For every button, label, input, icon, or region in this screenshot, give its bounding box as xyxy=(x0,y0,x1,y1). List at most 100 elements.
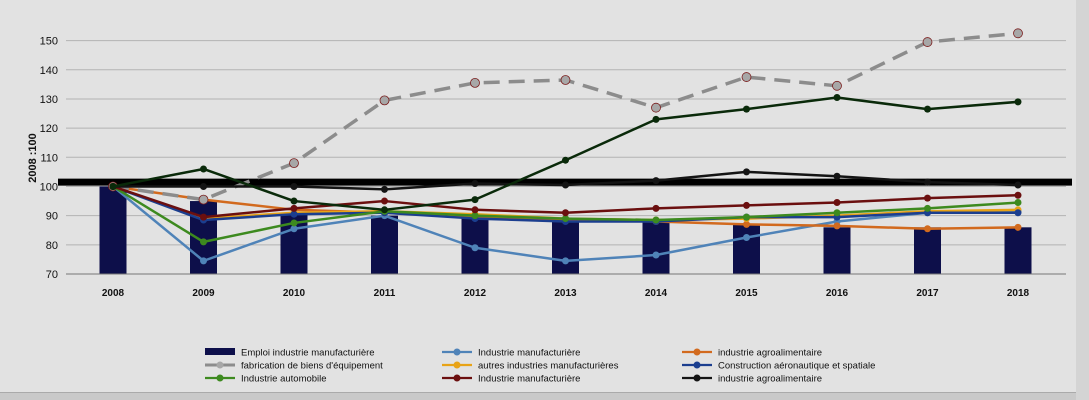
data-point xyxy=(833,209,841,217)
x-tick-label: 2017 xyxy=(916,288,939,299)
data-point xyxy=(200,238,207,246)
data-point xyxy=(743,201,750,209)
legend-marker xyxy=(453,348,461,356)
data-point xyxy=(743,168,750,176)
data-point xyxy=(652,204,660,212)
scrollbar-track[interactable] xyxy=(1076,0,1089,400)
legend-item: Emploi industrie manufacturière xyxy=(205,348,375,359)
data-point xyxy=(471,196,479,204)
legend-item: industrie agroalimentaire xyxy=(682,348,822,359)
data-point xyxy=(743,234,750,242)
data-point xyxy=(924,194,931,202)
x-tick-label: 2015 xyxy=(735,288,758,299)
legend-item: Industrie manufacturière xyxy=(442,374,580,385)
legend-item: autres industries manufacturières xyxy=(442,361,619,372)
bar xyxy=(1004,227,1032,274)
data-point xyxy=(562,181,569,189)
data-point xyxy=(471,244,479,252)
data-point xyxy=(832,80,842,91)
legend-label: Industrie automobile xyxy=(241,374,327,385)
bar xyxy=(733,224,760,274)
bar xyxy=(371,215,398,274)
data-point xyxy=(652,251,660,259)
data-point xyxy=(290,204,298,212)
legend-item: fabrication de biens d'équipement xyxy=(205,361,383,372)
data-point xyxy=(741,72,752,82)
legend-marker xyxy=(693,361,701,369)
data-point xyxy=(290,219,298,227)
data-point xyxy=(290,182,298,190)
data-point xyxy=(833,199,841,207)
data-point xyxy=(743,220,750,228)
data-point xyxy=(470,77,480,88)
series-line xyxy=(112,31,1019,202)
legend-marker xyxy=(693,374,701,382)
data-point xyxy=(652,115,660,123)
data-point xyxy=(381,206,388,214)
series-line xyxy=(112,96,1019,212)
y-tick-label: 100 xyxy=(40,181,58,193)
data-point xyxy=(743,213,750,221)
data-point xyxy=(200,182,207,190)
legend-item: Construction aéronautique et spatiale xyxy=(682,361,875,372)
y-tick-label: 70 xyxy=(46,269,58,281)
legend-marker xyxy=(453,361,461,369)
data-point xyxy=(833,93,841,101)
data-point xyxy=(290,197,298,205)
x-tick-label: 2012 xyxy=(464,288,487,299)
legend-label: Industrie manufacturière xyxy=(478,348,580,359)
data-point xyxy=(652,177,660,185)
y-tick-label: 150 xyxy=(40,36,58,48)
data-point xyxy=(833,172,841,180)
chart-frame: 70 80 90 100 110 120 130 140 150 2008 2009 2010 2011… xyxy=(0,0,1077,393)
x-tick-label: 2014 xyxy=(645,288,668,299)
data-point xyxy=(471,180,479,188)
data-point xyxy=(200,257,207,265)
data-point xyxy=(379,95,390,106)
legend-label: industrie agroalimentaire xyxy=(718,374,822,385)
data-point xyxy=(1014,98,1022,106)
bar xyxy=(99,186,127,274)
data-point xyxy=(289,158,299,169)
legend-marker xyxy=(693,348,701,356)
data-point xyxy=(1014,209,1022,217)
y-tick-label: 80 xyxy=(46,240,58,252)
legend-item: Industrie automobile xyxy=(205,374,327,385)
x-tick-label: 2016 xyxy=(826,288,849,299)
bar xyxy=(914,227,941,274)
data-point xyxy=(743,105,750,113)
y-tick-label: 140 xyxy=(40,65,58,77)
y-tick-label: 110 xyxy=(40,152,58,164)
data-point xyxy=(1014,181,1022,189)
legend-label: Construction aéronautique et spatiale xyxy=(718,361,875,372)
data-point xyxy=(924,178,931,186)
data-point xyxy=(924,204,931,212)
legend-marker xyxy=(216,374,224,382)
data-point xyxy=(560,75,571,85)
y-tick-label: 130 xyxy=(40,94,58,106)
legend-swatch xyxy=(205,348,235,355)
bar xyxy=(823,227,851,274)
legend-marker xyxy=(216,361,224,369)
x-tick-label: 2011 xyxy=(374,288,396,299)
data-point xyxy=(562,156,569,164)
data-point xyxy=(562,209,569,217)
legend-label: Industrie manufacturière xyxy=(478,374,580,385)
y-tick-label: 120 xyxy=(40,123,58,135)
data-point xyxy=(381,197,388,205)
data-point xyxy=(1014,223,1022,231)
data-point xyxy=(200,213,207,221)
data-point xyxy=(924,225,931,233)
chart-svg: 70 80 90 100 110 120 130 140 150 2008 2009 2010 2011… xyxy=(27,28,1072,385)
data-point xyxy=(198,194,209,205)
data-point xyxy=(109,182,117,190)
data-point xyxy=(471,212,479,220)
data-point xyxy=(651,102,661,113)
legend-label: Emploi industrie manufacturière xyxy=(241,348,375,359)
y-tick-label: 90 xyxy=(46,211,58,223)
bar xyxy=(552,221,579,274)
x-tick-label: 2009 xyxy=(192,288,215,299)
legend-item: industrie agroalimentaire xyxy=(682,374,822,385)
legend-label: autres industries manufacturières xyxy=(478,361,619,372)
x-tick-label: 2010 xyxy=(283,288,306,299)
